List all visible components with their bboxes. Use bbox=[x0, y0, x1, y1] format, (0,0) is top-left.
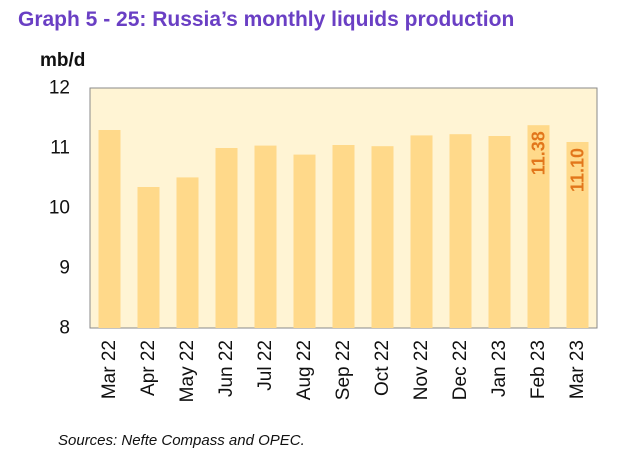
bar bbox=[215, 148, 238, 328]
x-tick-label: Mar 22 bbox=[99, 340, 120, 399]
bar bbox=[98, 130, 121, 328]
source-note: Sources: Nefte Compass and OPEC. bbox=[58, 432, 305, 449]
x-tick-label: Apr 22 bbox=[138, 340, 159, 396]
bar bbox=[566, 142, 589, 328]
x-tick-label: Sep 22 bbox=[333, 340, 354, 400]
bar bbox=[293, 154, 316, 328]
y-tick-label: 8 bbox=[59, 318, 70, 339]
x-tick-label: Dec 22 bbox=[450, 340, 471, 400]
x-tick-label: Feb 23 bbox=[528, 340, 549, 399]
bar bbox=[410, 135, 433, 328]
y-tick-label: 9 bbox=[59, 258, 70, 279]
bar bbox=[254, 145, 277, 328]
x-tick-label: Nov 22 bbox=[411, 340, 432, 400]
y-tick-label: 10 bbox=[49, 198, 70, 219]
y-axis-label: mb/d bbox=[40, 50, 85, 71]
chart-title: Graph 5 - 25: Russia’s monthly liquids p… bbox=[18, 8, 515, 31]
x-tick-label: Jun 22 bbox=[216, 340, 237, 397]
y-tick-label: 11 bbox=[50, 138, 70, 159]
bar bbox=[332, 145, 355, 328]
bar bbox=[449, 134, 472, 328]
x-tick-label: May 22 bbox=[177, 340, 198, 402]
bar bbox=[176, 177, 199, 328]
data-label: 11.10 bbox=[568, 148, 588, 192]
x-tick-label: Oct 22 bbox=[372, 340, 393, 396]
x-tick-label: Mar 23 bbox=[567, 340, 588, 399]
bar bbox=[527, 125, 550, 328]
data-label: 11.38 bbox=[529, 131, 549, 175]
x-tick-label: Jul 22 bbox=[255, 340, 276, 391]
x-tick-label: Jan 23 bbox=[489, 340, 510, 397]
y-tick-label: 12 bbox=[49, 78, 70, 99]
bar bbox=[371, 146, 394, 328]
bar bbox=[488, 136, 511, 328]
bar bbox=[137, 187, 160, 328]
x-tick-label: Aug 22 bbox=[294, 340, 315, 400]
